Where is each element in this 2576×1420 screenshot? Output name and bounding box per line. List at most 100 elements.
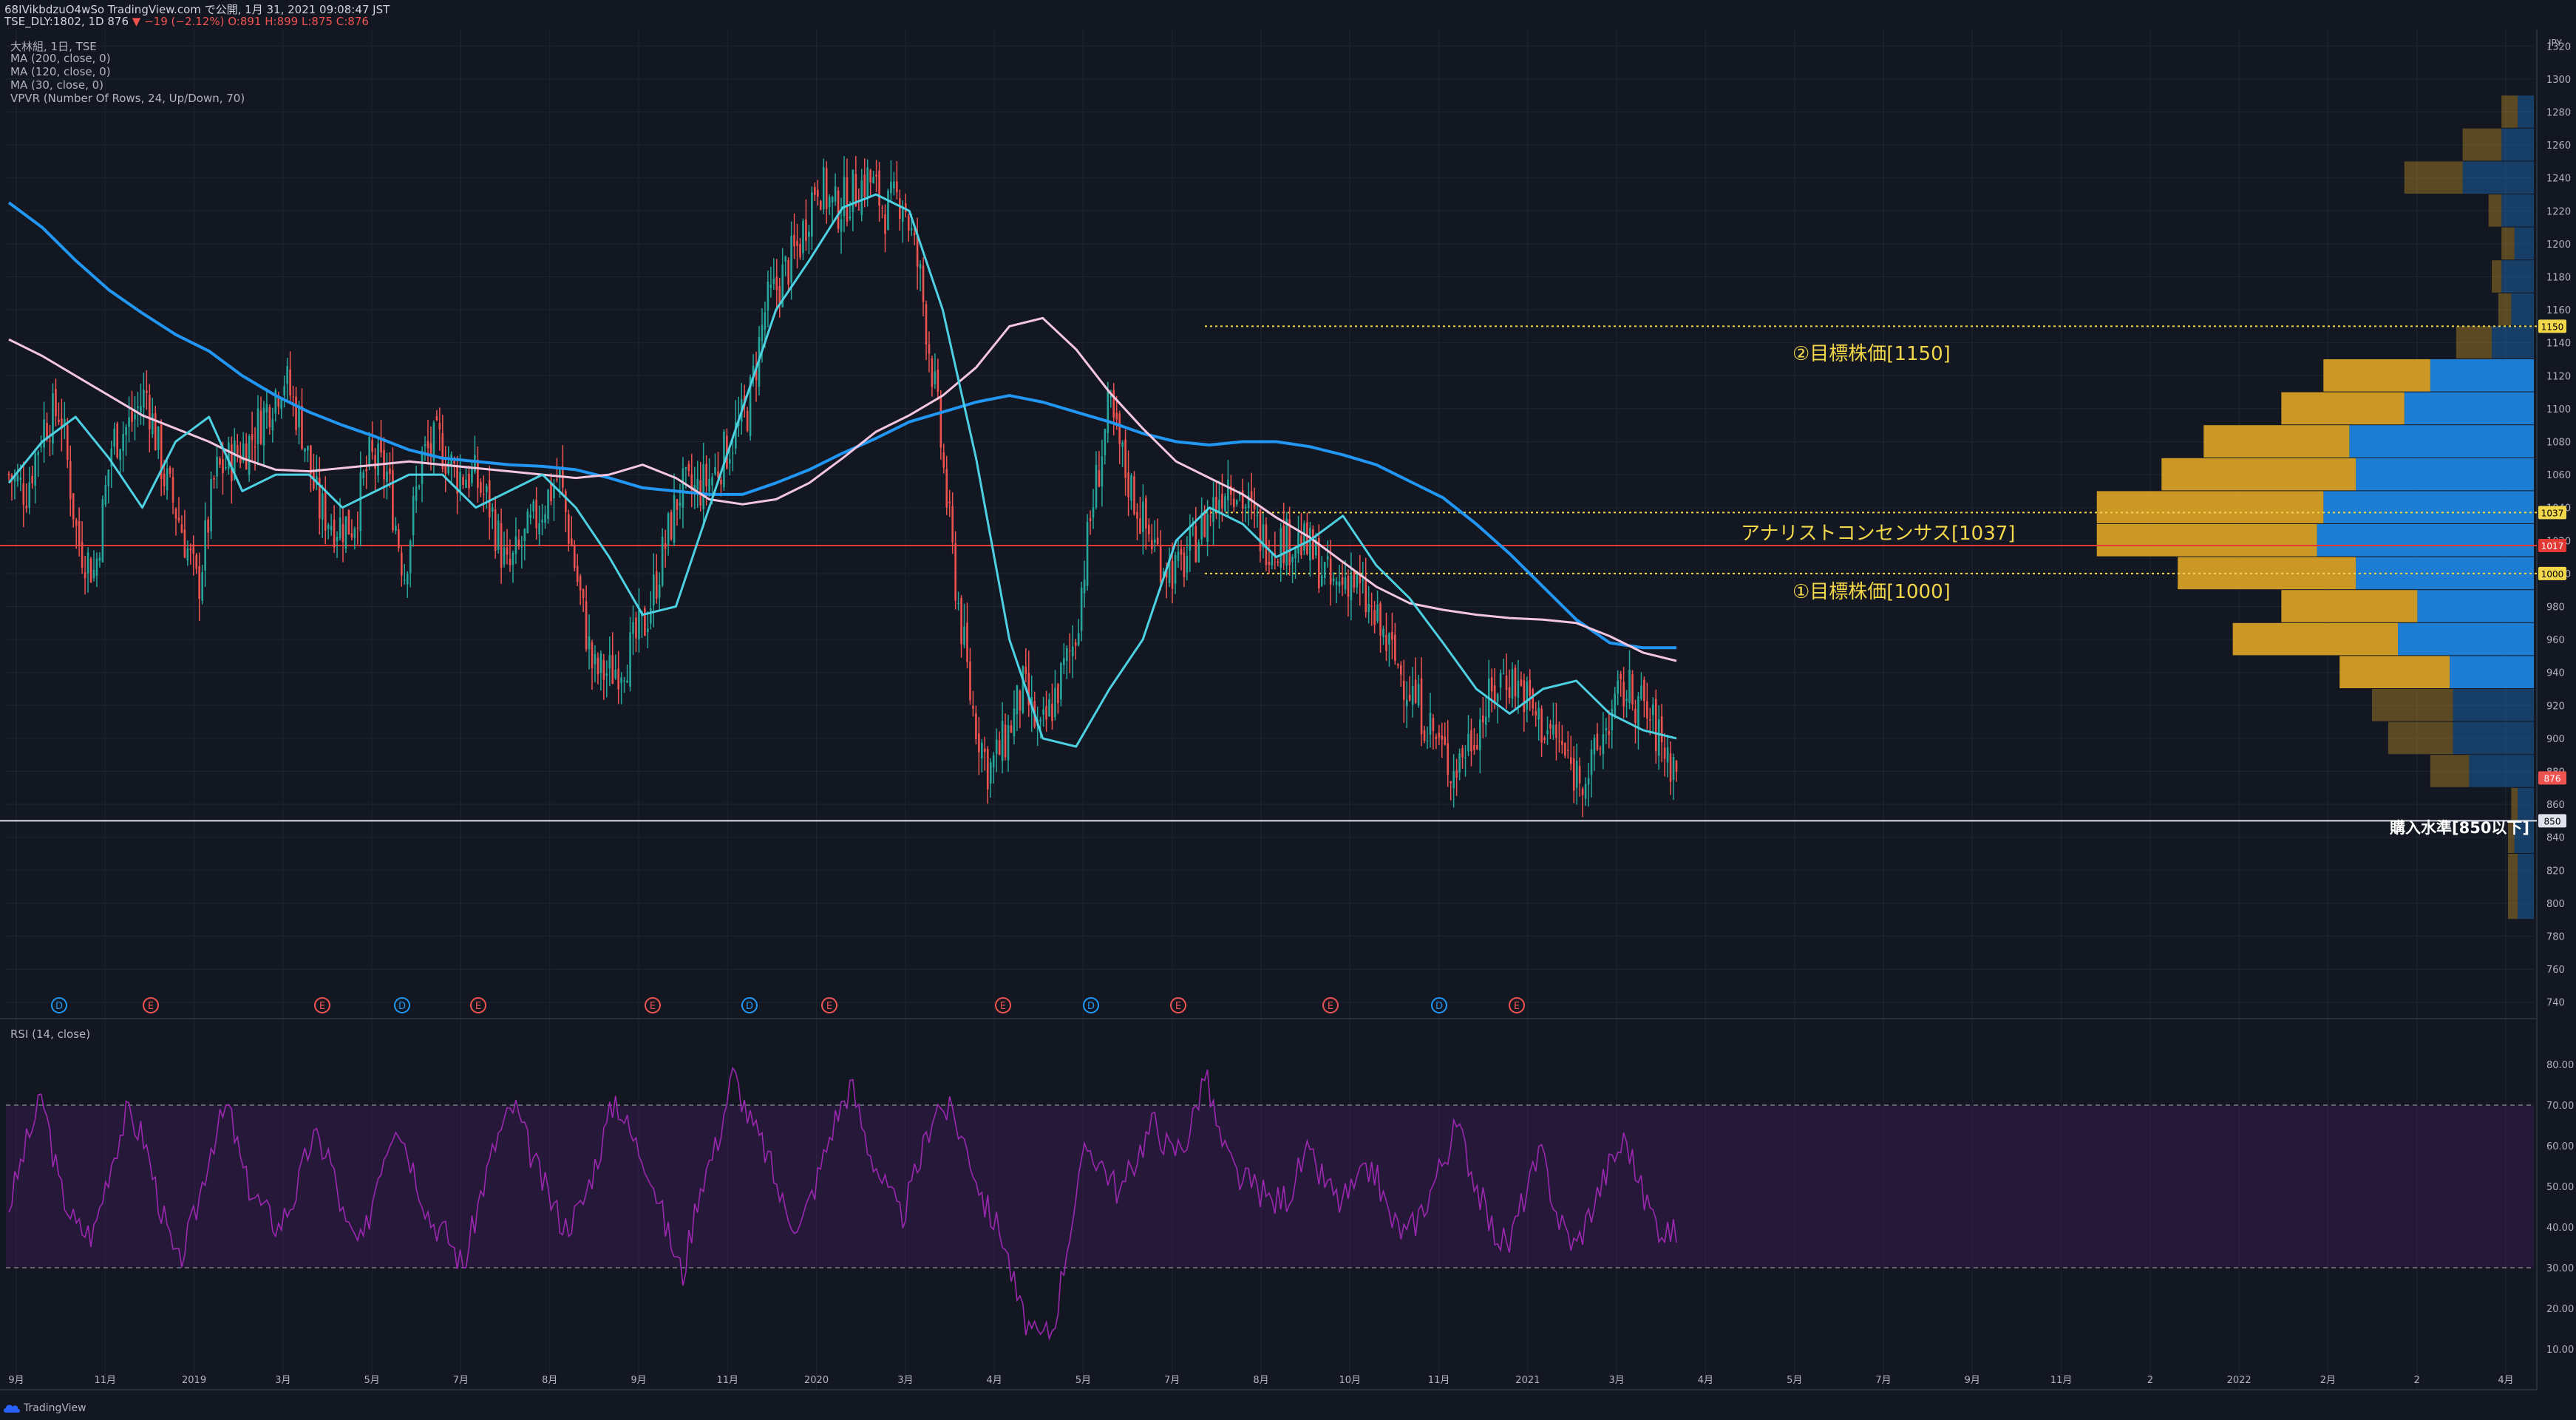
volume-profile-down-bar (2498, 293, 2512, 326)
candle-body (318, 478, 321, 519)
candle-body (500, 523, 503, 568)
volume-profile-up-bar (2501, 128, 2534, 161)
candle-body (242, 443, 245, 461)
candle-body (213, 478, 215, 480)
candle-body (488, 480, 491, 517)
candle-body (336, 537, 339, 542)
candle-body (1558, 741, 1560, 742)
candle-body (1168, 557, 1171, 583)
candle-body (1080, 588, 1083, 631)
candle-body (544, 514, 546, 523)
candle-body (1010, 725, 1013, 733)
candle-body (679, 502, 682, 506)
candle-body (134, 414, 136, 420)
candle-body (1095, 464, 1098, 508)
candle-body (1578, 766, 1581, 784)
candle-body (761, 325, 764, 342)
event-E-marker (143, 997, 159, 1013)
candle-body (231, 444, 233, 481)
candle-body (746, 410, 749, 432)
candle-body (597, 657, 599, 675)
candle-body (107, 469, 110, 486)
indicator-ma30[interactable]: MA (30, close, 0) (10, 78, 104, 92)
candle-body (1209, 516, 1211, 517)
candle-body (37, 452, 39, 456)
candle-body (307, 446, 309, 451)
candle-body (86, 552, 89, 574)
time-tick-label: 2 (2147, 1375, 2153, 1386)
time-tick-label: 5月 (1075, 1375, 1091, 1386)
volume-profile-down-bar (2323, 359, 2430, 392)
event-D-marker (1083, 997, 1099, 1013)
volume-profile-down-bar (2488, 194, 2502, 227)
candle-body (435, 416, 438, 421)
brand-name: TradingView (24, 1402, 86, 1414)
volume-profile-up-bar (2453, 689, 2534, 721)
price-tag-876 (2538, 771, 2566, 785)
indicator-title[interactable]: 大林組, 1日, TSE (10, 40, 97, 53)
candle-body (925, 304, 928, 345)
rsi-tick-label: 40.00 (2546, 1223, 2574, 1234)
candle-body (298, 405, 300, 428)
price-tick-label: 1300 (2546, 75, 2571, 86)
candle-body (1447, 743, 1450, 775)
candle-body (1370, 605, 1373, 607)
candle-body (1365, 580, 1367, 613)
candle-body (989, 762, 992, 784)
candle-body (222, 459, 224, 474)
volume-profile-down-bar (2456, 326, 2492, 359)
candle-body (1241, 490, 1244, 509)
candle-body (301, 406, 303, 449)
candle-body (1326, 556, 1329, 560)
candle-body (415, 486, 418, 501)
candle-body (1628, 670, 1631, 704)
indicator-ma120[interactable]: MA (120, close, 0) (10, 65, 111, 78)
candle-body (796, 240, 798, 246)
candle-body (1402, 680, 1405, 700)
candle-body (1109, 395, 1112, 398)
time-tick-label: 2021 (1515, 1375, 1540, 1386)
candle-body (1669, 753, 1672, 782)
candle-body (1414, 679, 1417, 703)
time-axis[interactable]: 9月 11月 2019 3月 5月 7月 8月 9月 11月 2020 3月 4月 5月 7月 8月 10月 1… (8, 1375, 2513, 1386)
candle-body (825, 168, 828, 209)
candle-body (1429, 713, 1432, 735)
candle-body (1039, 719, 1041, 722)
candle-body (347, 509, 350, 534)
candle-body (28, 482, 31, 508)
candle-body (1112, 390, 1115, 418)
candle-body (969, 662, 971, 701)
volume-profile-down-bar (2096, 491, 2324, 523)
candle-body (426, 441, 429, 449)
candle-body (289, 369, 291, 396)
candle-body (154, 412, 157, 451)
candle-body (1663, 747, 1666, 759)
candle-body (1587, 778, 1590, 785)
candle-body (1227, 479, 1229, 500)
candle-body (614, 669, 617, 679)
candle-body (1118, 413, 1121, 444)
candle-body (1177, 551, 1180, 562)
candle-body (588, 636, 591, 650)
candle-body (1479, 719, 1481, 751)
candle-body (491, 507, 494, 512)
time-tick-label: 11月 (2050, 1375, 2073, 1386)
candle-body (907, 216, 910, 231)
indicator-vpvr[interactable]: VPVR (Number Of Rows, 24, Up/Down, 70) (10, 92, 245, 105)
indicator-rsi[interactable]: RSI (14, close) (10, 1027, 91, 1041)
candle-body (559, 469, 561, 478)
candle-body (125, 427, 127, 435)
candle-body (371, 439, 373, 452)
indicator-ma200[interactable]: MA (200, close, 0) (10, 52, 111, 65)
time-tick-label: 8月 (542, 1375, 557, 1386)
candle-body (937, 369, 939, 392)
volume-profile-up-bar (2469, 755, 2534, 787)
candle-body (1654, 699, 1657, 752)
candle-body (860, 180, 863, 215)
candle-body (1218, 500, 1220, 513)
candle-body (869, 170, 871, 183)
symbol: TSE_DLY:1802, 1D 876 (4, 15, 129, 28)
event-label: D (55, 1001, 63, 1012)
